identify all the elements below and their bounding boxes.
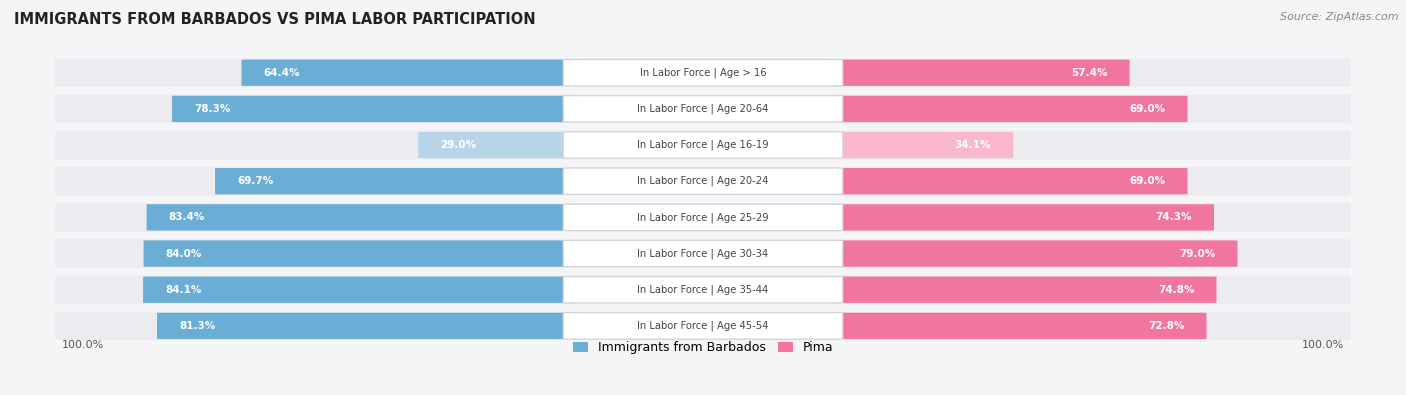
FancyBboxPatch shape	[564, 313, 842, 339]
Text: In Labor Force | Age > 16: In Labor Force | Age > 16	[640, 68, 766, 78]
FancyBboxPatch shape	[564, 241, 842, 267]
FancyBboxPatch shape	[146, 204, 574, 231]
Text: In Labor Force | Age 30-34: In Labor Force | Age 30-34	[637, 248, 769, 259]
Text: 100.0%: 100.0%	[1302, 340, 1344, 350]
Text: 57.4%: 57.4%	[1071, 68, 1108, 78]
FancyBboxPatch shape	[832, 168, 1188, 194]
Text: 83.4%: 83.4%	[169, 213, 205, 222]
FancyBboxPatch shape	[172, 96, 574, 122]
Text: In Labor Force | Age 20-64: In Labor Force | Age 20-64	[637, 103, 769, 114]
FancyBboxPatch shape	[55, 275, 1351, 304]
Text: 64.4%: 64.4%	[263, 68, 299, 78]
FancyBboxPatch shape	[55, 94, 1351, 123]
Text: 72.8%: 72.8%	[1149, 321, 1184, 331]
Text: 81.3%: 81.3%	[179, 321, 215, 331]
FancyBboxPatch shape	[832, 204, 1213, 231]
Text: In Labor Force | Age 35-44: In Labor Force | Age 35-44	[637, 284, 769, 295]
FancyBboxPatch shape	[832, 60, 1129, 86]
FancyBboxPatch shape	[564, 132, 842, 158]
Text: 84.1%: 84.1%	[165, 285, 201, 295]
FancyBboxPatch shape	[55, 312, 1351, 340]
Text: Source: ZipAtlas.com: Source: ZipAtlas.com	[1281, 12, 1399, 22]
FancyBboxPatch shape	[55, 239, 1351, 268]
Text: In Labor Force | Age 45-54: In Labor Force | Age 45-54	[637, 321, 769, 331]
FancyBboxPatch shape	[564, 168, 842, 194]
FancyBboxPatch shape	[55, 131, 1351, 159]
Legend: Immigrants from Barbados, Pima: Immigrants from Barbados, Pima	[568, 337, 838, 359]
Text: 79.0%: 79.0%	[1180, 248, 1215, 259]
FancyBboxPatch shape	[564, 60, 842, 86]
FancyBboxPatch shape	[419, 132, 574, 158]
Text: 69.7%: 69.7%	[238, 176, 273, 186]
Text: In Labor Force | Age 16-19: In Labor Force | Age 16-19	[637, 140, 769, 150]
Text: 29.0%: 29.0%	[440, 140, 477, 150]
Text: In Labor Force | Age 20-24: In Labor Force | Age 20-24	[637, 176, 769, 186]
Text: 34.1%: 34.1%	[955, 140, 991, 150]
FancyBboxPatch shape	[832, 132, 1014, 158]
Text: 100.0%: 100.0%	[62, 340, 104, 350]
FancyBboxPatch shape	[832, 241, 1237, 267]
Text: 74.3%: 74.3%	[1156, 213, 1192, 222]
FancyBboxPatch shape	[564, 204, 842, 231]
Text: 84.0%: 84.0%	[166, 248, 202, 259]
FancyBboxPatch shape	[143, 276, 574, 303]
FancyBboxPatch shape	[832, 96, 1188, 122]
FancyBboxPatch shape	[832, 276, 1216, 303]
FancyBboxPatch shape	[564, 276, 842, 303]
FancyBboxPatch shape	[242, 60, 574, 86]
FancyBboxPatch shape	[55, 203, 1351, 232]
Text: 74.8%: 74.8%	[1159, 285, 1195, 295]
Text: 78.3%: 78.3%	[194, 104, 231, 114]
FancyBboxPatch shape	[215, 168, 574, 194]
FancyBboxPatch shape	[157, 313, 574, 339]
Text: 69.0%: 69.0%	[1129, 176, 1166, 186]
FancyBboxPatch shape	[832, 313, 1206, 339]
FancyBboxPatch shape	[143, 241, 574, 267]
FancyBboxPatch shape	[55, 58, 1351, 87]
FancyBboxPatch shape	[55, 167, 1351, 196]
FancyBboxPatch shape	[564, 96, 842, 122]
Text: IMMIGRANTS FROM BARBADOS VS PIMA LABOR PARTICIPATION: IMMIGRANTS FROM BARBADOS VS PIMA LABOR P…	[14, 12, 536, 27]
Text: 69.0%: 69.0%	[1129, 104, 1166, 114]
Text: In Labor Force | Age 25-29: In Labor Force | Age 25-29	[637, 212, 769, 223]
